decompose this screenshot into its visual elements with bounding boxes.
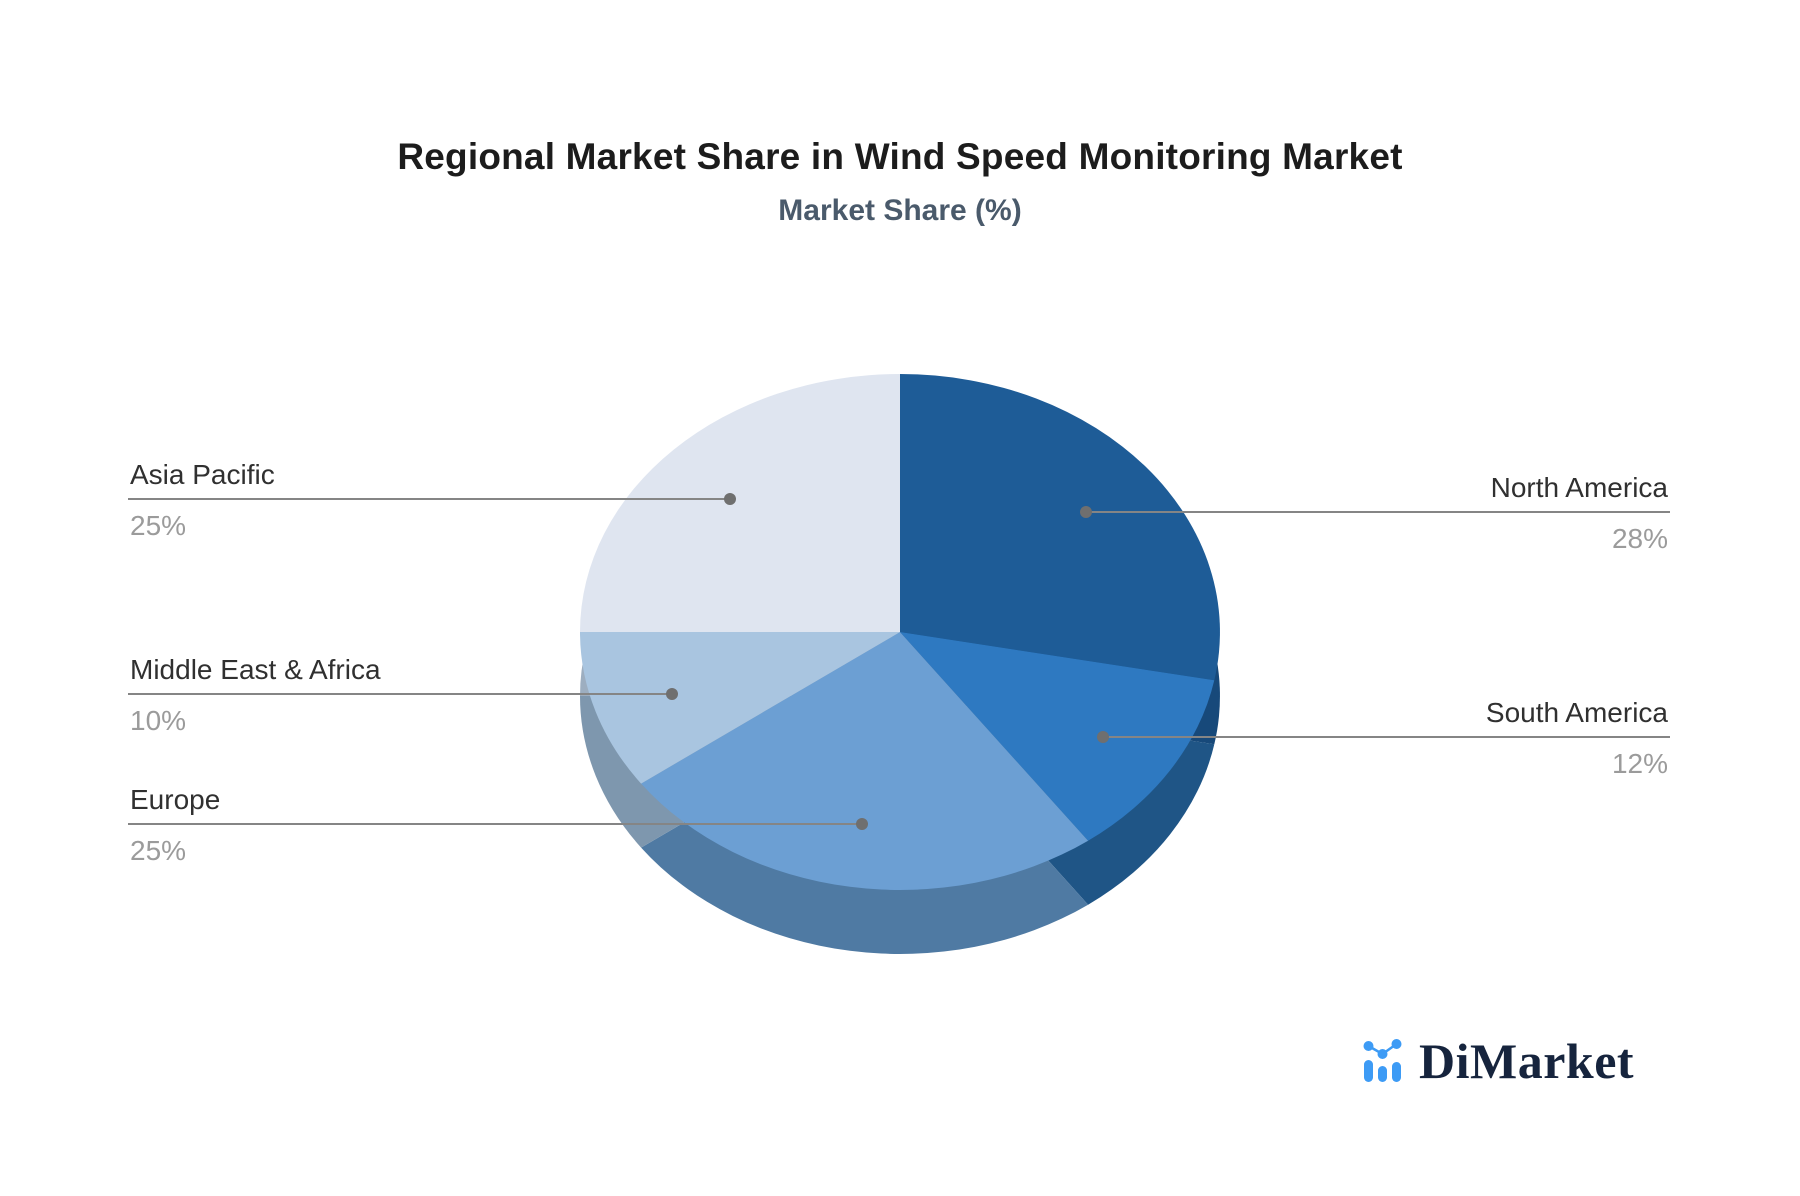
bar-chart-with-trend-dots-icon bbox=[1363, 1039, 1402, 1082]
callout-label: Europe bbox=[130, 784, 221, 815]
callout-label: South America bbox=[1485, 697, 1668, 728]
callout-asia-pacific: Asia Pacific 25% bbox=[128, 459, 736, 541]
leader-line bbox=[128, 818, 868, 830]
pie-slice-europe[interactable] bbox=[641, 632, 1089, 890]
pie-slice-asia-pacific[interactable] bbox=[580, 374, 900, 632]
callout-percent: 10% bbox=[130, 705, 187, 736]
callout-south-america: South America 12% bbox=[1097, 697, 1670, 779]
callout-label: Asia Pacific bbox=[130, 459, 275, 490]
leader-line bbox=[1097, 731, 1670, 743]
pie-top-faces bbox=[580, 374, 1220, 890]
chart-subtitle: Market Share (%) bbox=[778, 194, 1022, 227]
pie-slice-middle-east-africa[interactable] bbox=[580, 632, 900, 784]
brand-logo: DiMarket bbox=[1360, 1034, 1634, 1089]
leader-line bbox=[1080, 506, 1670, 518]
callout-percent: 12% bbox=[1611, 748, 1668, 779]
callout-north-america: North America 28% bbox=[1080, 472, 1670, 554]
callout-percent: 25% bbox=[130, 835, 187, 866]
callout-percent: 28% bbox=[1611, 523, 1668, 554]
pie-slice-north-america[interactable] bbox=[900, 374, 1220, 681]
callout-middle-east-africa: Middle East & Africa 10% bbox=[128, 654, 678, 736]
callout-label: Middle East & Africa bbox=[130, 654, 381, 685]
callout-europe: Europe 25% bbox=[128, 784, 868, 866]
chart-title: Regional Market Share in Wind Speed Moni… bbox=[397, 136, 1403, 177]
callout-percent: 25% bbox=[130, 510, 187, 541]
callout-label: North America bbox=[1490, 472, 1668, 503]
leader-line bbox=[128, 493, 736, 505]
brand-logo-text: DiMarket bbox=[1419, 1033, 1635, 1089]
pie-slice-south-america[interactable] bbox=[900, 632, 1215, 841]
leader-line bbox=[128, 688, 678, 700]
